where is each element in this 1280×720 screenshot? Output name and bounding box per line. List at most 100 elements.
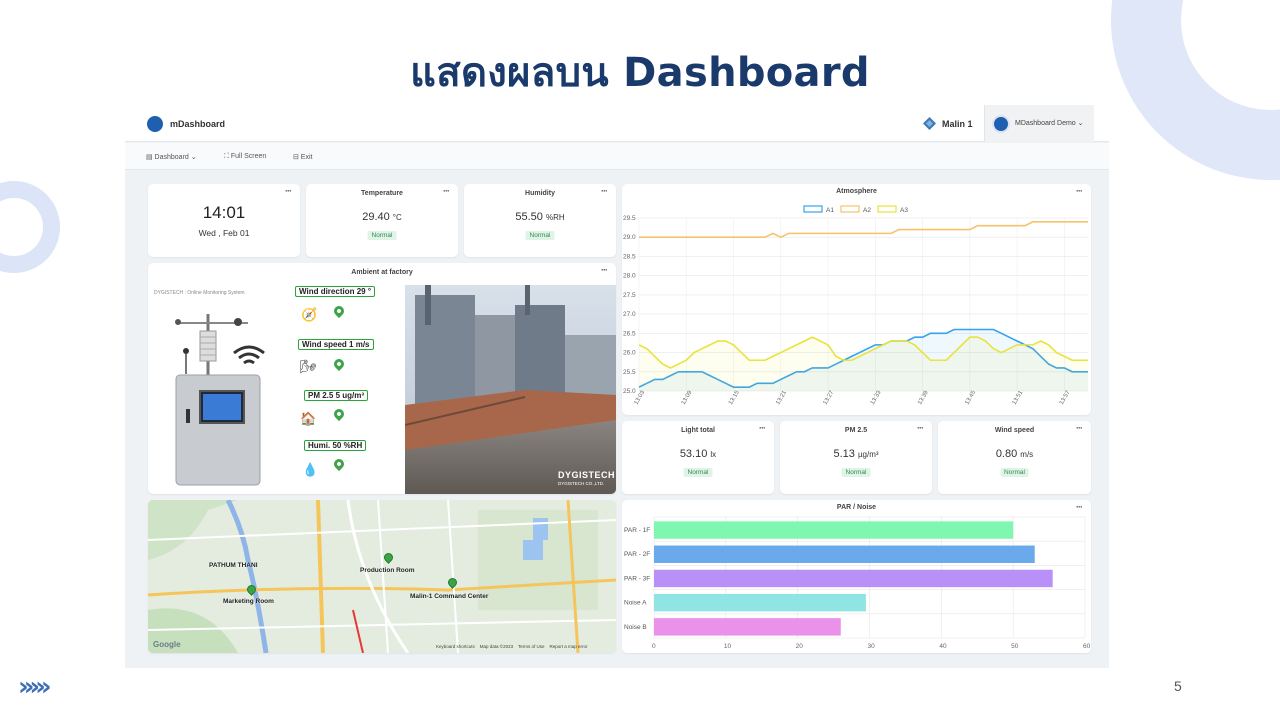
map-widget[interactable]: PATHUM THANI Production Room Marketing R…: [148, 500, 616, 653]
temperature-value: 29.40 °C: [362, 211, 402, 223]
full-screen-button[interactable]: ⛶ Full Screen: [224, 153, 267, 160]
location-pin-icon: [331, 406, 347, 422]
google-logo: Google: [153, 640, 181, 649]
wifi-icon: [233, 345, 265, 365]
par-noise-chart-widget: PAR / Noise ··· 0 10 20 30 40 50 60 PAR - 1F PAR…: [622, 500, 1091, 653]
map-label-marketing-room[interactable]: Marketing Room: [223, 598, 274, 605]
light-total-widget: Light total ··· 53.10 lx Normal: [622, 421, 774, 494]
pm25-house-icon: 🏠: [300, 411, 317, 426]
user-menu[interactable]: MDashboard Demo ⌄: [984, 105, 1094, 142]
y-tick-label: 29.5: [623, 215, 636, 222]
light-value: 53.10 lx: [679, 448, 717, 460]
pm25-widget: PM 2.5 ··· 5.13 µg/m³ Normal: [780, 421, 932, 494]
widget-title: Temperature: [361, 190, 403, 197]
wind-speed-icon: 🌬: [300, 359, 317, 374]
widget-title: Ambient at factory: [351, 269, 413, 276]
bar-par---2f: [654, 545, 1035, 563]
monitoring-caption: DYGISTECH : Online Monitoring System: [154, 290, 245, 296]
map-label-command-center[interactable]: Malin-1 Command Center: [410, 593, 489, 600]
dashboard-menu-button[interactable]: ▤ Dashboard ⌄: [146, 154, 197, 161]
organization-icon: [923, 117, 936, 130]
pm25-label: PM 2.5 5 ug/m³: [304, 390, 369, 401]
location-pin-icon: [331, 303, 347, 319]
map-label-production-room[interactable]: Production Room: [360, 567, 415, 574]
widget-menu-button[interactable]: ···: [601, 265, 608, 275]
widget-menu-button[interactable]: ···: [285, 186, 292, 196]
x-tick-label: 13:33: [870, 389, 883, 406]
x-tick-label: 13:45: [964, 389, 977, 406]
factory-photo: [405, 285, 616, 494]
widget-menu-button[interactable]: ···: [759, 423, 766, 433]
temperature-widget: Temperature ··· 29.40 °C Normal: [306, 184, 458, 257]
top-bar: mDashboard Malin 1 MDashboard Demo ⌄: [125, 105, 1109, 142]
mdashboard-logo-icon[interactable]: [147, 116, 163, 132]
photo-watermark-sub: DYGISTECH CO.,LTD.: [558, 481, 605, 486]
x-tick-label: 13:57: [1059, 389, 1072, 406]
widget-menu-button[interactable]: ···: [1076, 423, 1083, 433]
x-tick-label: 0: [652, 643, 656, 650]
y-tick-label: 29.0: [623, 234, 636, 241]
organization-name[interactable]: Malin 1: [942, 119, 973, 129]
humidity-label: Humi. 50 %RH: [304, 440, 367, 451]
humidity-widget: Humidity ··· 55.50 %RH Normal: [464, 184, 616, 257]
series-area-A1: [639, 329, 1088, 391]
clock-date: Wed , Feb 01: [198, 228, 250, 238]
x-tick-label: 50: [1011, 643, 1019, 650]
status-badge: Normal: [841, 468, 871, 477]
status-badge: Normal: [1000, 468, 1029, 477]
widget-menu-button[interactable]: ···: [601, 186, 608, 196]
y-tick-label: PAR - 2F: [624, 551, 650, 558]
widget-title: Humidity: [525, 190, 555, 197]
widget-title: PM 2.5: [844, 427, 868, 434]
legend-swatch-A3: [877, 205, 897, 213]
x-tick-label: 40: [939, 643, 947, 650]
weather-station-illustration: [175, 314, 261, 486]
x-tick-label: 60: [1083, 643, 1091, 650]
x-tick-label: 20: [796, 643, 804, 650]
y-tick-label: 27.0: [623, 311, 636, 318]
series-line-A2: [639, 221, 1088, 239]
widget-menu-button[interactable]: ···: [1076, 186, 1083, 196]
wind-direction-label: Wind direction 29 °: [295, 286, 376, 297]
x-tick-label: 13:39: [917, 389, 930, 406]
widget-menu-button[interactable]: ···: [443, 186, 450, 196]
map-canvas[interactable]: [148, 500, 616, 653]
bar-noise-b: [654, 618, 841, 636]
x-tick-label: 13:09: [681, 389, 694, 406]
atmosphere-chart-widget: Atmosphere ··· 25.0 25.5 26.0 26.5 27.0 27.5 2…: [622, 184, 1091, 415]
y-tick-label: 28.5: [623, 253, 636, 260]
photo-watermark: DYGISTECH: [558, 470, 616, 480]
x-tick-label: 13:15: [728, 389, 741, 406]
x-tick-label: 13:27: [823, 389, 836, 406]
user-name: MDashboard Demo ⌄: [1015, 120, 1084, 127]
series-line-A3: [638, 336, 1088, 369]
map-place-label: PATHUM THANI: [209, 562, 258, 569]
y-tick-label: Noise A: [624, 600, 647, 607]
legend-swatch-A1: [803, 205, 823, 213]
user-avatar: [992, 115, 1010, 133]
widget-title: Light total: [681, 427, 715, 434]
wind-speed-label: Wind speed 1 m/s: [298, 339, 374, 350]
bar-noise-a: [654, 593, 866, 612]
wind-speed-widget: Wind speed ··· 0.80 m/s Normal: [938, 421, 1091, 494]
legend-label-A3: A3: [900, 207, 908, 214]
brand-name[interactable]: mDashboard: [170, 119, 226, 129]
y-tick-label: PAR - 1F: [624, 527, 650, 534]
map-attribution[interactable]: Keyboard shortcuts Map data ©2023 Terms …: [436, 644, 588, 649]
bar-par---3f: [654, 569, 1053, 588]
exit-button[interactable]: ⊟ Exit: [293, 154, 313, 161]
widget-title: Wind speed: [994, 427, 1035, 434]
series-area-A3: [639, 337, 1088, 391]
chevrons-decoration: ›››››: [18, 672, 52, 702]
status-badge: Normal: [525, 231, 555, 240]
pm25-value: 5.13 µg/m³: [833, 448, 879, 460]
humidity-drop-icon: 💧: [302, 462, 319, 477]
widget-menu-button[interactable]: ···: [1076, 502, 1083, 512]
location-pin-icon: [331, 456, 347, 472]
widget-menu-button[interactable]: ···: [917, 423, 924, 433]
x-tick-label: 13:51: [1012, 389, 1025, 406]
x-tick-label: 10: [724, 643, 732, 650]
clock-widget: ··· 14:01 Wed , Feb 01: [148, 184, 300, 257]
ambient-widget: Ambient at factory ··· DYGISTECH : Onlin…: [148, 263, 616, 494]
